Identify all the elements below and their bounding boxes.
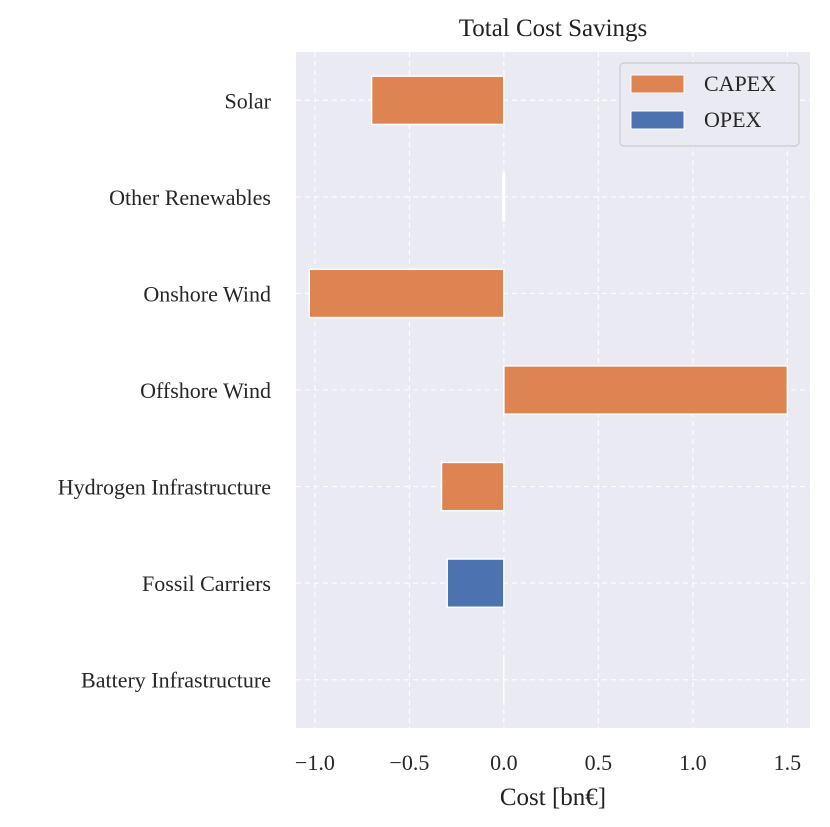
bar-capex-hydrogen-infrastructure xyxy=(440,461,505,512)
y-tick-labels: Solar Other Renewables Onshore Wind Offshor… xyxy=(58,88,272,692)
x-tick-label: −0.5 xyxy=(389,750,429,775)
bar-opex-battery-infrastructure xyxy=(503,655,505,704)
x-tick-labels: −1.0 −0.5 0.0 0.5 1.0 1.5 xyxy=(295,750,801,775)
bar-opex-onshore-wind xyxy=(503,269,505,318)
x-tick-label: 0.0 xyxy=(490,750,518,775)
bar-opex-fossil-carriers xyxy=(446,558,505,609)
x-tick-label: 1.5 xyxy=(774,750,802,775)
bar-capex-offshore-wind xyxy=(503,365,789,415)
y-tick-label: Offshore Wind xyxy=(140,378,271,403)
bar-capex-onshore-wind xyxy=(308,268,505,319)
y-tick-label: Solar xyxy=(225,88,272,113)
chart-title: Total Cost Savings xyxy=(459,15,648,42)
legend-swatch-opex xyxy=(630,110,685,130)
legend-label-capex: CAPEX xyxy=(704,71,776,96)
legend: CAPEX OPEX xyxy=(619,62,800,147)
x-tick-label: 0.5 xyxy=(585,750,613,775)
bar-opex-offshore-wind xyxy=(503,365,505,415)
y-tick-label: Onshore Wind xyxy=(143,281,271,306)
bars xyxy=(308,75,789,704)
legend-swatch-capex xyxy=(630,74,685,94)
bar-opex-solar xyxy=(503,76,505,125)
y-tick-label: Other Renewables xyxy=(109,185,271,210)
x-tick-label: 1.0 xyxy=(679,750,707,775)
x-axis-label: Cost [bn€] xyxy=(500,784,606,811)
y-tick-label: Battery Infrastructure xyxy=(81,668,271,693)
bar-opex-other-renewables xyxy=(503,172,505,221)
x-tick-label: −1.0 xyxy=(295,750,335,775)
bar-capex-solar xyxy=(370,75,505,126)
y-tick-label: Fossil Carriers xyxy=(142,571,271,596)
legend-label-opex: OPEX xyxy=(704,107,762,132)
y-tick-label: Hydrogen Infrastructure xyxy=(58,475,271,500)
bar-opex-hydrogen-infrastructure xyxy=(503,462,505,511)
